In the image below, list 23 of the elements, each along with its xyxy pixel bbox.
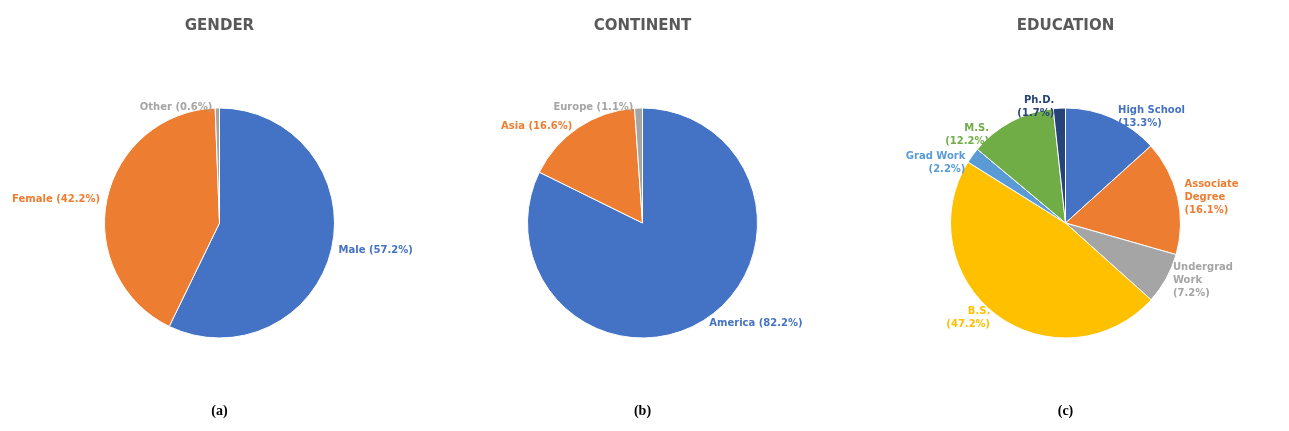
slice-label: Europe (1.1%) (553, 100, 634, 112)
slice-label: Other (0.6%) (139, 100, 213, 112)
chart-title: CONTINENT (593, 15, 693, 34)
data-label: (47.2%) (946, 317, 991, 329)
slice-label: Undergrad Work (1172, 261, 1234, 286)
data-label: (2.2%) (928, 163, 966, 175)
slice-label: Female (42.2%) (12, 193, 101, 205)
slice-label: Ph.D. (1023, 94, 1055, 106)
data-label: (7.2%) (1172, 287, 1210, 299)
data-label: (16.1%) (1184, 204, 1229, 216)
slice-label: Associate Degree (1184, 178, 1239, 203)
slice-label: Male (57.2%) (338, 243, 413, 255)
chart-title: EDUCATION (1016, 15, 1115, 34)
slice-label: Grad Work (905, 150, 966, 162)
slice-label: Asia (16.6%) (501, 120, 573, 132)
slice-label: America (82.2%) (709, 316, 803, 328)
text: (c) (1056, 403, 1075, 419)
slice-label: B.S. (967, 304, 991, 316)
text: (b) (632, 403, 653, 419)
text: (a) (210, 403, 229, 419)
chart-title: GENDER (184, 15, 255, 34)
slice-label: M.S. (964, 122, 990, 134)
slice-label: High School (1118, 104, 1186, 116)
